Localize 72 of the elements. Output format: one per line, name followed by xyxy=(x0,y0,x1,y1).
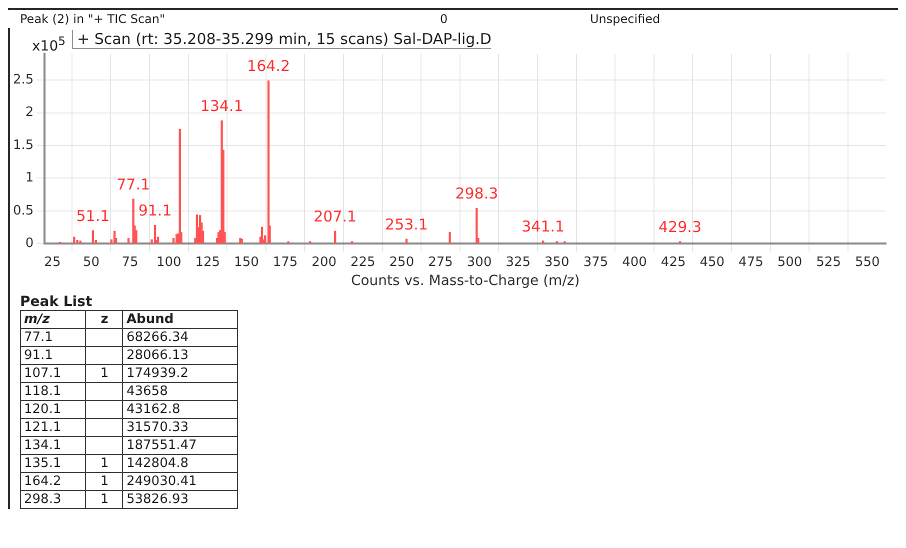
y-tick-label: 2.5 xyxy=(12,72,34,88)
text: 0 xyxy=(440,12,449,26)
text: 1 xyxy=(86,490,123,508)
text: Unspecified xyxy=(590,12,660,26)
annotation: 134.1 xyxy=(200,97,244,116)
x-tick-label: 150 xyxy=(234,254,259,270)
y-tick-label: 0.5 xyxy=(12,203,34,218)
text: 31570.33 xyxy=(122,418,238,436)
text: Abund xyxy=(122,310,238,328)
text: 298.3 xyxy=(20,490,86,508)
text: 77.1 xyxy=(20,328,86,346)
x-tick-label: 225 xyxy=(350,254,376,270)
x-tick-label: 100 xyxy=(156,254,182,270)
x-tick-label: 350 xyxy=(544,254,570,270)
x-axis-title: Counts vs. Mass-to-Charge (m/z) xyxy=(350,273,580,290)
annotation: 253.1 xyxy=(385,215,428,234)
text: 135.1 xyxy=(20,454,86,472)
text: 91.1 xyxy=(20,346,86,364)
x-tick-label: 50 xyxy=(82,254,100,270)
text: 1 xyxy=(86,472,123,490)
text: 107.1 xyxy=(20,364,86,382)
annotation: 341.1 xyxy=(522,217,565,236)
text: 249030.41 xyxy=(122,472,238,490)
text: 68266.34 xyxy=(122,328,238,346)
annotation: 77.1 xyxy=(116,176,150,194)
chart-title: + Scan (rt: 35.208-35.299 min, 15 scans) Sal-DAP-lig.D xyxy=(72,30,492,49)
x-tick-label: 400 xyxy=(622,254,647,270)
text: 121.1 xyxy=(20,418,86,436)
x-tick-label: 175 xyxy=(272,254,298,270)
x-tick-label: 475 xyxy=(738,254,764,270)
x-tick-label: 25 xyxy=(44,254,61,270)
text: 164.2 xyxy=(20,472,86,490)
x-tick-label: 125 xyxy=(195,254,220,270)
y-tick-label: 2 xyxy=(25,105,34,120)
y-tick-label: 0 xyxy=(25,236,34,251)
text: z xyxy=(86,310,123,328)
x-tick-label: 425 xyxy=(660,254,686,270)
text: 142804.8 xyxy=(122,454,238,472)
x-tick-label: 325 xyxy=(506,254,531,270)
text: 1 xyxy=(86,364,123,382)
annotation: 164.2 xyxy=(247,57,290,76)
x-tick-label: 275 xyxy=(428,254,453,270)
y-axis-title: x10$^{5}$ xyxy=(32,34,66,55)
x-tick-label: 450 xyxy=(700,254,725,270)
text: Peak List xyxy=(20,294,94,310)
text: 134.1 xyxy=(20,436,86,454)
x-tick-label: 375 xyxy=(583,254,608,270)
annotation: 429.3 xyxy=(658,218,702,236)
text: 120.1 xyxy=(20,400,86,418)
y-tick-label: 1.5 xyxy=(12,138,34,153)
annotation: 207.1 xyxy=(314,208,357,226)
annotation: 51.1 xyxy=(76,206,110,225)
text: 43162.8 xyxy=(122,400,238,418)
text: 1 xyxy=(86,454,123,472)
x-tick-label: 200 xyxy=(312,254,336,270)
text: m/z xyxy=(20,310,86,328)
text: Peak (2) in "+ TIC Scan" xyxy=(20,12,166,26)
text: 187551.47 xyxy=(122,436,238,454)
y-tick-label: 1 xyxy=(25,170,34,186)
x-tick-label: 525 xyxy=(816,254,841,270)
text: 28066.13 xyxy=(122,346,238,364)
text: 118.1 xyxy=(20,382,86,400)
annotation: 91.1 xyxy=(138,202,172,220)
annotation: 298.3 xyxy=(455,184,498,203)
x-tick-label: 550 xyxy=(854,254,880,270)
text: 43658 xyxy=(122,382,238,400)
text: 174939.2 xyxy=(122,364,238,382)
x-tick-label: 300 xyxy=(466,254,492,270)
x-tick-label: 500 xyxy=(777,254,802,270)
text: 53826.93 xyxy=(122,490,238,508)
x-tick-label: 250 xyxy=(389,254,414,270)
x-tick-label: 75 xyxy=(122,254,138,270)
